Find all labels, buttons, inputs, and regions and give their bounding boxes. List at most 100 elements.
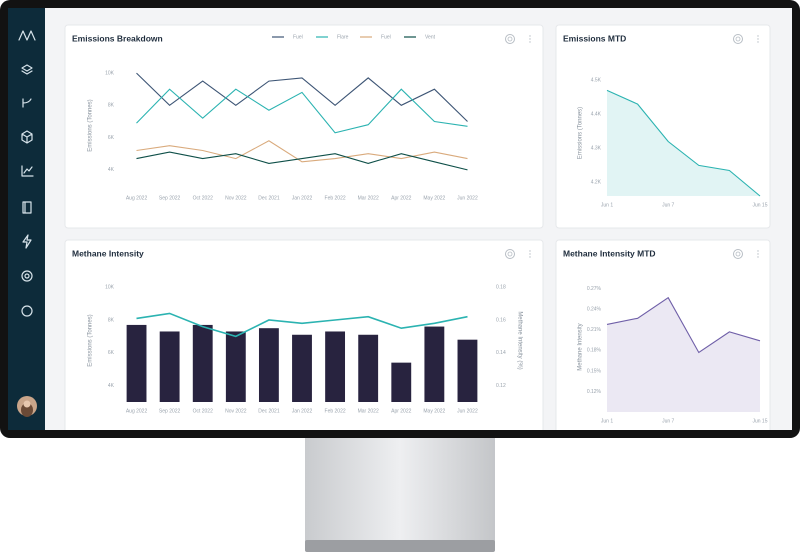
book-icon[interactable] xyxy=(22,201,32,214)
x-tick-label: Jun 15 xyxy=(752,418,767,424)
x-tick-label: Aug 2022 xyxy=(126,195,148,201)
settings-button-core xyxy=(735,36,741,42)
bar xyxy=(391,362,412,402)
series-line xyxy=(136,312,468,338)
sidebar xyxy=(8,8,45,430)
charts: Emissions Breakdown Emissions (Tonnes) 4K 6… xyxy=(72,33,768,424)
x-tick-label: Jun 1 xyxy=(601,202,613,208)
y-tick-label: 4K xyxy=(108,383,115,389)
x-tick-label: Jun 15 xyxy=(752,202,767,208)
y-tick-label: 0.15% xyxy=(587,368,602,374)
branch-icon[interactable] xyxy=(22,98,32,108)
x-tick-label: Oct 2022 xyxy=(193,408,214,414)
chart-icon[interactable] xyxy=(21,165,34,177)
help-icon[interactable] xyxy=(21,305,33,317)
x-tick-label: Jun 1 xyxy=(601,418,613,424)
y-tick-label: 0.27% xyxy=(587,286,602,292)
x-tick-label: Jun 7 xyxy=(662,418,674,424)
y-tick-label: 8K xyxy=(108,103,115,109)
y-tick-label: 6K xyxy=(108,350,115,356)
bar xyxy=(258,328,279,402)
y-tick-label: 0.21% xyxy=(587,327,602,333)
logo xyxy=(18,30,36,41)
area-line xyxy=(606,296,761,354)
menu-dot xyxy=(529,253,531,255)
legend-label: Flare xyxy=(337,34,349,40)
x-tick-label: May 2022 xyxy=(423,195,445,201)
settings-icon-core xyxy=(24,273,30,279)
legend-label: Vent xyxy=(425,34,436,40)
x-tick-label: Feb 2022 xyxy=(325,408,346,414)
y-tick-label: 0.24% xyxy=(587,307,602,313)
y-tick-label: 4.3K xyxy=(591,146,602,152)
settings-button[interactable] xyxy=(505,249,515,259)
bar xyxy=(159,331,180,402)
x-tick-label: Aug 2022 xyxy=(126,408,148,414)
stand xyxy=(305,436,495,542)
y-axis-title: Emissions (Tonnes) xyxy=(88,99,94,151)
legend-label: Fuel xyxy=(293,34,303,40)
bolt-icon[interactable] xyxy=(22,234,32,249)
x-tick-label: Sep 2022 xyxy=(159,408,181,414)
bar xyxy=(457,339,478,402)
settings-button-core xyxy=(735,251,741,257)
settings-button-core xyxy=(507,251,513,257)
settings-button-core xyxy=(507,36,513,42)
y2-axis-title: Methane Intensity (%) xyxy=(516,311,522,369)
x-tick-label: Jun 7 xyxy=(662,202,674,208)
card-title: Emissions Breakdown xyxy=(72,33,163,43)
y2-tick-label: 0.16 xyxy=(496,317,506,323)
card-title: Methane Intensity xyxy=(72,248,144,258)
x-tick-label: Jun 2022 xyxy=(457,195,478,201)
card xyxy=(555,24,771,229)
y2-tick-label: 0.14 xyxy=(496,350,506,356)
settings-button[interactable] xyxy=(733,34,743,44)
bar xyxy=(192,324,213,402)
layers-icon[interactable] xyxy=(21,64,33,75)
menu-dot xyxy=(529,41,531,43)
menu-dot xyxy=(757,35,759,37)
x-tick-label: Apr 2022 xyxy=(391,408,412,414)
y-tick-label: 4.5K xyxy=(591,78,602,84)
legend-label: Fuel xyxy=(381,34,391,40)
area-line xyxy=(606,89,761,197)
y-tick-label: 0.18% xyxy=(587,348,602,354)
cube-icon[interactable] xyxy=(21,130,33,144)
y-axis-title: Emissions (Tonnes) xyxy=(88,314,94,366)
menu-dot xyxy=(529,250,531,252)
x-tick-label: Jan 2022 xyxy=(292,408,313,414)
card-icons xyxy=(505,34,759,259)
bar xyxy=(358,334,379,402)
x-tick-label: Nov 2022 xyxy=(225,195,247,201)
y-tick-label: 8K xyxy=(108,317,115,323)
bar xyxy=(292,334,312,402)
x-tick-label: May 2022 xyxy=(423,408,445,414)
menu-dot xyxy=(757,250,759,252)
y2-tick-label: 0.18 xyxy=(496,285,506,291)
settings-button[interactable] xyxy=(733,249,743,259)
y-axis-title: Emissions (Tonnes) xyxy=(578,107,584,159)
menu-dot xyxy=(757,253,759,255)
series-line xyxy=(136,151,468,171)
x-tick-label: Dec 2021 xyxy=(258,195,280,201)
y-tick-label: 10K xyxy=(105,70,115,76)
bar xyxy=(424,326,445,402)
x-tick-label: Jun 2022 xyxy=(457,408,478,414)
y-tick-label: 0.12% xyxy=(587,389,602,395)
x-tick-label: Mar 2022 xyxy=(358,195,379,201)
settings-button[interactable] xyxy=(505,34,515,44)
menu-dot xyxy=(529,256,531,258)
bar xyxy=(325,331,346,402)
menu-dot xyxy=(529,35,531,37)
bar xyxy=(126,324,147,402)
y-tick-label: 4.2K xyxy=(591,180,602,186)
y-axis-title: Methane Intensity xyxy=(578,323,584,370)
card xyxy=(555,239,771,430)
stand-base xyxy=(305,540,495,552)
screen: Emissions Breakdown Emissions (Tonnes) 4K 6… xyxy=(8,8,792,430)
y-tick-label: 6K xyxy=(108,135,115,141)
x-tick-label: Apr 2022 xyxy=(391,195,412,201)
avatar-face xyxy=(23,400,31,408)
settings-icon[interactable] xyxy=(21,270,33,282)
menu-dot xyxy=(757,41,759,43)
